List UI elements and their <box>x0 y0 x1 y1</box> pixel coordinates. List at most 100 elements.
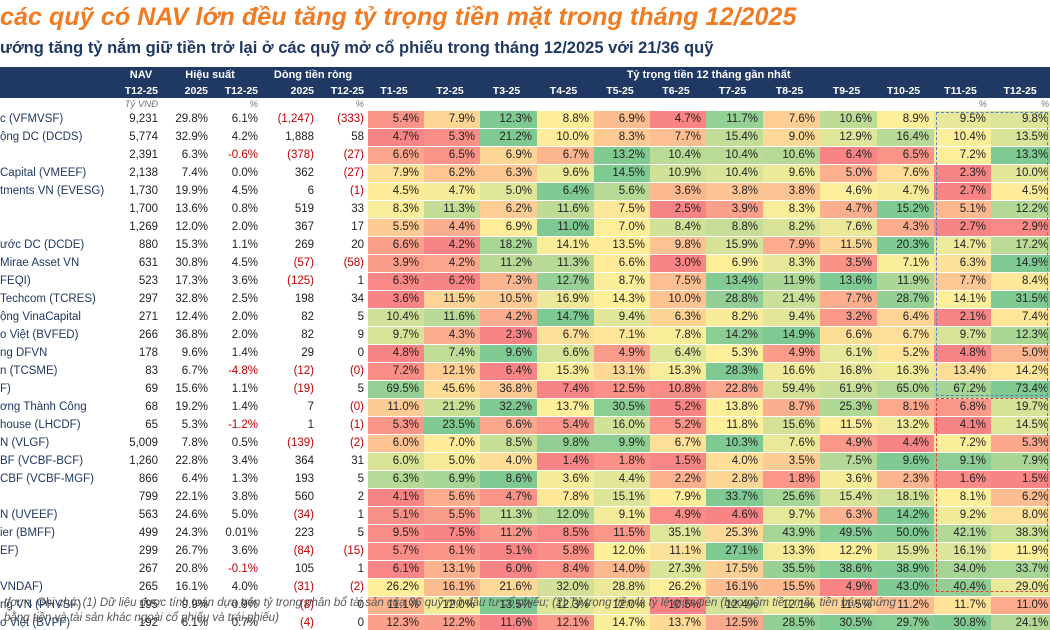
cash-weight-T6-25: 10.4% <box>650 146 707 165</box>
cash-weight-T9-25: 38.6% <box>820 560 878 579</box>
flow-2025: (139) <box>262 434 319 453</box>
nav-value: 499 <box>124 524 162 543</box>
header-net-flow: Dòng tiền ròng <box>262 67 369 84</box>
cash-weight-T5-25: 9.1% <box>594 506 651 525</box>
cash-weight-T5-25: 14.0% <box>594 560 651 579</box>
cash-weight-T12-25: 14.5% <box>991 416 1050 435</box>
flow-t12: 1 <box>318 272 369 291</box>
cash-weight-T2-25: 16.1% <box>424 578 481 597</box>
cash-weight-T9-25: 6.6% <box>820 326 878 345</box>
nav-value: 192 <box>124 614 162 630</box>
cash-weight-T3-25: 4.2% <box>480 308 538 327</box>
cash-weight-T5-25: 7.5% <box>594 200 651 219</box>
flow-2025: 519 <box>262 200 319 219</box>
perf-2025: 22.1% <box>162 488 212 507</box>
flow-2025: 82 <box>262 308 319 327</box>
nav-value: 799 <box>124 488 162 507</box>
perf-2025: 6.7% <box>162 362 212 381</box>
table-row: CBF (VCBF-MGF) 866 6.4% 1.3% 193 5 6.3% 6.9% 8.6… <box>0 470 1050 489</box>
cash-weight-T1-25: 6.3% <box>368 272 425 291</box>
subheader-6: T2-25 <box>424 84 481 98</box>
cash-weight-T2-25: 6.2% <box>424 272 481 291</box>
cash-weight-T9-25: 7.7% <box>820 290 878 309</box>
cash-weight-T10-25: 38.9% <box>877 560 935 579</box>
flow-t12: 17 <box>318 218 369 237</box>
fund-name: F) <box>0 380 124 399</box>
flow-2025: 193 <box>262 470 319 489</box>
perf-t12: 2.0% <box>212 326 263 345</box>
header-nav: NAV <box>124 67 162 84</box>
cash-weight-T5-25: 12.0% <box>594 542 651 561</box>
cash-weight-T4-25: 12.0% <box>537 506 595 525</box>
cash-weight-T5-25: 9.9% <box>594 434 651 453</box>
flow-t12: 5 <box>318 380 369 399</box>
cash-weight-T12-25: 7.9% <box>991 452 1050 471</box>
highlight-box-blue <box>936 112 1048 396</box>
cash-weight-T6-25: 4.7% <box>650 111 707 129</box>
table-row: 1,700 13.6% 0.8% 519 33 8.3% 11.3% 6.2% 11.6% 7.5… <box>0 200 1050 219</box>
cash-weight-T12-25: 5.3% <box>991 434 1050 453</box>
flow-t12: (1) <box>318 416 369 435</box>
cash-weight-T12-25: 13.5% <box>991 128 1050 147</box>
subheader-7: T3-25 <box>480 84 538 98</box>
flow-t12: 2 <box>318 488 369 507</box>
cash-weight-T6-25: 11.1% <box>650 542 707 561</box>
cash-weight-T12-25: 19.7% <box>991 398 1050 417</box>
cash-weight-T11-25: 13.4% <box>934 362 992 381</box>
cash-weight-T3-25: 2.3% <box>480 326 538 345</box>
cash-weight-T10-25: 14.2% <box>877 506 935 525</box>
cash-weight-T8-25: 35.5% <box>763 560 821 579</box>
header-row-2: T12-25 2025 T12-25 2025 T12-25 T1-25 T2-25 T3-2… <box>0 84 1050 98</box>
cash-weight-T10-25: 8.1% <box>877 398 935 417</box>
cash-weight-T12-25: 1.5% <box>991 470 1050 489</box>
perf-2025: 16.1% <box>162 578 212 597</box>
cash-weight-T10-25: 43.0% <box>877 578 935 597</box>
perf-t12: -4.8% <box>212 362 263 381</box>
cash-weight-T7-25: 12.4% <box>706 596 764 615</box>
cash-weight-T4-25: 9.8% <box>537 434 595 453</box>
cash-weight-T5-25: 6.6% <box>594 254 651 273</box>
fund-name: ng DFVN <box>0 344 124 363</box>
flow-t12: 1 <box>318 506 369 525</box>
nav-value: 195 <box>124 596 162 615</box>
cash-weight-T7-25: 11.7% <box>706 111 764 129</box>
subheader-10: T6-25 <box>650 84 707 98</box>
cash-weight-T3-25: 6.4% <box>480 362 538 381</box>
cash-weight-T5-25: 8.3% <box>594 128 651 147</box>
cash-weight-T9-25: 11.5% <box>820 416 878 435</box>
cash-weight-T3-25: 21.6% <box>480 578 538 597</box>
cash-weight-T10-25: 15.2% <box>877 200 935 219</box>
cash-weight-T2-25: 4.2% <box>424 254 481 273</box>
cash-weight-T6-25: 9.8% <box>650 236 707 255</box>
cash-weight-T7-25: 33.7% <box>706 488 764 507</box>
table-row: 799 22.1% 3.8% 560 2 4.1% 5.6% 4.7% 7.8% 15.1% 7.9… <box>0 488 1050 507</box>
fund-name: house (LHCDF) <box>0 416 124 435</box>
flow-2025: 367 <box>262 218 319 237</box>
cash-weight-T1-25: 8.3% <box>368 200 425 219</box>
nav-value: 1,260 <box>124 452 162 471</box>
flow-t12: 0 <box>318 614 369 630</box>
cash-weight-T4-25: 6.7% <box>537 146 595 165</box>
footnote-line-1: tform. Ghi chú: (1) Dữ liệu được tính to… <box>4 597 896 609</box>
cash-weight-T9-25: 4.9% <box>820 434 878 453</box>
perf-t12: 1.4% <box>212 398 263 417</box>
cash-weight-T1-25: 7.9% <box>368 164 425 183</box>
nav-value: 880 <box>124 236 162 255</box>
flow-t12: (27) <box>318 164 369 183</box>
cash-weight-T8-25: 3.5% <box>763 452 821 471</box>
cash-weight-T12-25: 17.2% <box>991 236 1050 255</box>
flow-2025: 29 <box>262 344 319 363</box>
nav-value: 9,231 <box>124 111 162 129</box>
subheader-12: T8-25 <box>763 84 821 98</box>
perf-t12: -1.2% <box>212 416 263 435</box>
cash-weight-T9-25: 30.5% <box>820 614 878 630</box>
cash-weight-T4-25: 12.1% <box>537 614 595 630</box>
flow-t12: (333) <box>318 111 369 129</box>
cash-weight-T5-25: 7.1% <box>594 326 651 345</box>
cash-weight-T4-25: 1.4% <box>537 452 595 471</box>
flow-2025: (378) <box>262 146 319 165</box>
highlight-box-red <box>936 398 1048 592</box>
cash-weight-T5-25: 14.3% <box>594 290 651 309</box>
cash-weight-T3-25: 6.2% <box>480 200 538 219</box>
perf-2025: 9.9% <box>162 596 212 615</box>
